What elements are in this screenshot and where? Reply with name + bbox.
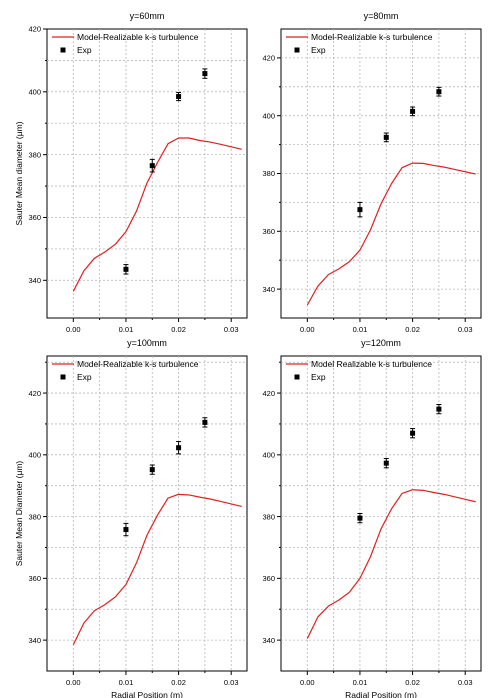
chart-title: y=80mm [364, 11, 399, 21]
exp-point [383, 134, 389, 140]
x-tick-label: 0.02 [171, 678, 186, 687]
plot-frame [46, 355, 248, 672]
x-tick-label: 0.02 [405, 678, 420, 687]
legend-marker-swatch [294, 374, 300, 380]
exp-point [176, 94, 182, 100]
chart-panel-1: 0.00 0.01 0.02 0.03 340 360 380 400 420 y=60mm Sau… [14, 11, 248, 334]
exp-point [149, 467, 155, 473]
x-tick-label: 0.01 [119, 325, 134, 334]
exp-point [410, 108, 416, 114]
exp-point [357, 207, 363, 213]
legend-marker-swatch [60, 374, 66, 380]
exp-point [383, 460, 389, 466]
legend-label-exp: Exp [311, 45, 326, 55]
y-tick-label: 360 [262, 227, 275, 236]
exp-point [357, 515, 363, 521]
y-tick-label: 380 [28, 512, 41, 521]
x-tick-label: 0.00 [300, 678, 315, 687]
legend-label-exp: Exp [77, 372, 92, 382]
exp-point [436, 89, 442, 95]
chart-title: y=60mm [130, 11, 165, 21]
exp-point [176, 445, 182, 451]
y-tick-label: 400 [28, 88, 41, 97]
x-tick-label: 0.02 [405, 325, 420, 334]
legend-marker-swatch [60, 47, 66, 53]
exp-point [202, 419, 208, 425]
y-tick-label: 360 [262, 574, 275, 583]
x-tick-label: 0.03 [458, 678, 473, 687]
model-line [306, 489, 476, 639]
legend-label-model: Model Realizable k-s turbulence [311, 359, 432, 369]
y-tick-label: 420 [28, 389, 41, 398]
model-line [306, 162, 476, 306]
x-tick-label: 0.00 [66, 325, 81, 334]
plot-frame [46, 28, 248, 319]
model-line [72, 493, 242, 646]
y-tick-label: 380 [28, 150, 41, 159]
x-tick-label: 0.01 [119, 678, 134, 687]
x-tick-label: 0.03 [224, 325, 239, 334]
exp-point [436, 406, 442, 412]
model-line [72, 137, 242, 292]
y-tick-label: 380 [262, 512, 275, 521]
exp-point [410, 430, 416, 436]
legend-label-model: Model-Realizable k-s turbulence [77, 32, 199, 42]
y-tick-label: 420 [28, 25, 41, 34]
y-tick-label: 400 [262, 111, 275, 120]
x-tick-label: 0.00 [300, 325, 315, 334]
y-tick-label: 340 [28, 276, 41, 285]
chart-panel-3: 0.00 0.01 0.02 0.03 340 360 380 400 420 y=100mm Sa… [14, 338, 248, 698]
y-axis-label: Sauter Mean Diameter (μm) [14, 461, 24, 567]
y-axis-label: Sauter Mean diameter (μm) [14, 121, 24, 225]
chart-title: y=100mm [127, 338, 167, 348]
exp-point [149, 163, 155, 169]
chart-panel-2: 0.00 0.01 0.02 0.03 340 360 380 400 420 y=80mm Mod… [262, 11, 482, 334]
y-tick-label: 380 [262, 169, 275, 178]
plot-frame [280, 355, 482, 672]
legend-marker-swatch [294, 47, 300, 53]
y-tick-label: 340 [28, 636, 41, 645]
y-tick-label: 420 [262, 54, 275, 63]
y-tick-label: 360 [28, 213, 41, 222]
y-tick-label: 420 [262, 389, 275, 398]
x-tick-label: 0.01 [353, 325, 368, 334]
legend-label-model: Model-Realizable k-s turbulence [77, 359, 199, 369]
y-tick-label: 340 [262, 636, 275, 645]
y-tick-label: 340 [262, 285, 275, 294]
exp-point [123, 266, 129, 272]
exp-point [202, 71, 208, 77]
x-axis-label: Radial Position (m) [111, 690, 183, 698]
legend-label-exp: Exp [77, 45, 92, 55]
chart-panel-4: 0.00 0.01 0.02 0.03 340 360 380 400 420 y=120mm Ra… [262, 338, 482, 698]
x-axis-label: Radial Position (m) [345, 690, 417, 698]
y-tick-label: 360 [28, 574, 41, 583]
x-tick-label: 0.01 [353, 678, 368, 687]
x-tick-label: 0.00 [66, 678, 81, 687]
legend-label-model: Model-Realizable k-s turbulence [311, 32, 433, 42]
y-tick-label: 400 [262, 451, 275, 460]
x-tick-label: 0.02 [171, 325, 186, 334]
exp-point [123, 527, 129, 533]
y-tick-label: 400 [28, 451, 41, 460]
chart-title: y=120mm [361, 338, 401, 348]
legend-label-exp: Exp [311, 372, 326, 382]
x-tick-label: 0.03 [458, 325, 473, 334]
x-tick-label: 0.03 [224, 678, 239, 687]
